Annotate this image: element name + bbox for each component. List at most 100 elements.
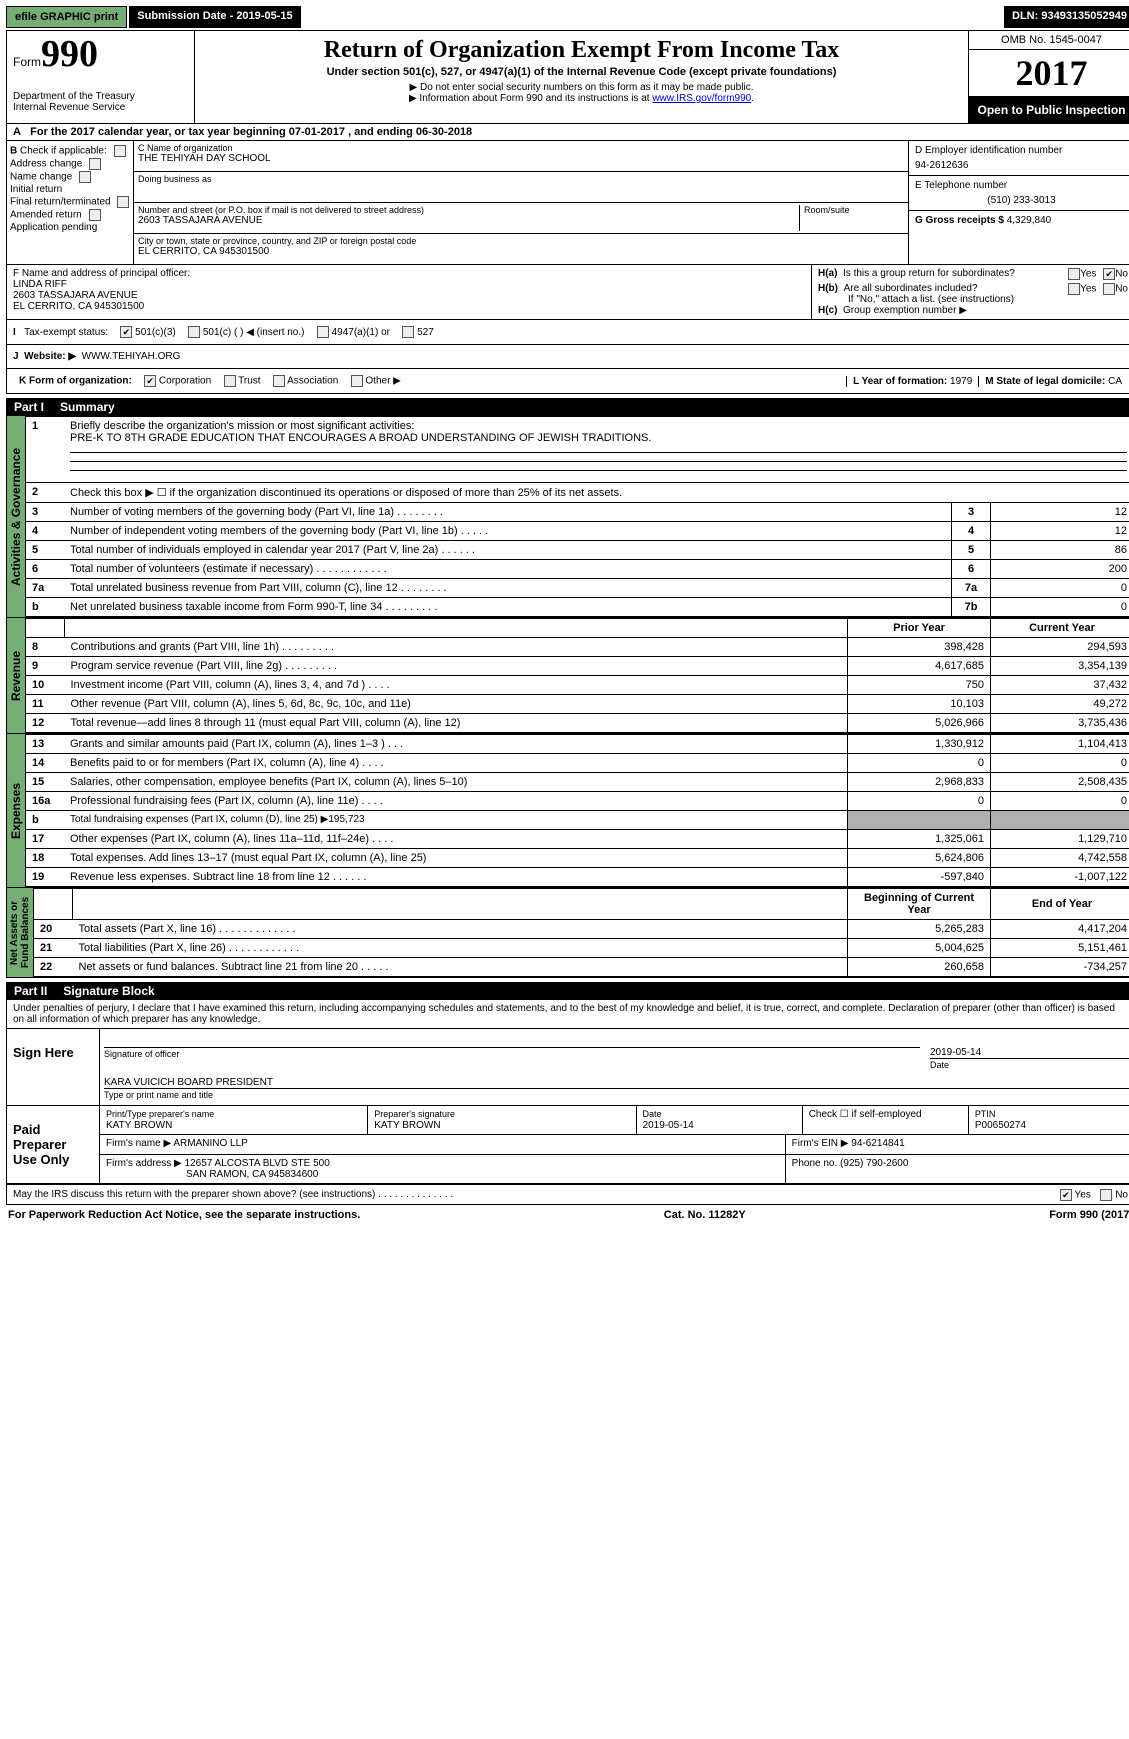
line-3-val: 12 (991, 503, 1129, 522)
line-5-val: 86 (991, 541, 1129, 560)
dba-label: Doing business as (138, 174, 904, 184)
line-1-text: Briefly describe the organization's miss… (70, 420, 414, 432)
line-17-py: 1,325,061 (848, 830, 991, 849)
firm-addr1: 12657 ALCOSTA BLVD STE 500 (185, 1158, 330, 1169)
discuss-no: No (1115, 1190, 1128, 1201)
line-7b-val: 0 (991, 598, 1129, 617)
efile-print-button[interactable]: efile GRAPHIC print (6, 6, 127, 28)
firm-addr2: SAN RAMON, CA 945834600 (186, 1169, 318, 1180)
501c3-checkbox[interactable] (120, 326, 132, 338)
line-20-text: Total assets (Part X, line 16) . . . . .… (73, 920, 848, 939)
officer-row: F Name and address of principal officer:… (6, 265, 1129, 320)
corp-checkbox[interactable] (144, 375, 156, 387)
hb-no-checkbox[interactable] (1103, 283, 1115, 295)
paid-preparer-label: Paid Preparer Use Only (7, 1106, 100, 1183)
line-20-cy: 4,417,204 (991, 920, 1129, 939)
line-21-num: 21 (34, 939, 73, 958)
line-20-py: 5,265,283 (848, 920, 991, 939)
discuss-yes: Yes (1075, 1190, 1091, 1201)
line-7b-box: 7b (952, 598, 991, 617)
form-header: Form990 Department of the Treasury Inter… (6, 30, 1129, 124)
line-16a-py: 0 (848, 792, 991, 811)
trust-checkbox[interactable] (224, 375, 236, 387)
checkbox[interactable] (114, 145, 126, 157)
trust-label: Trust (238, 376, 260, 387)
527-checkbox[interactable] (402, 326, 414, 338)
form-number: 990 (41, 33, 98, 75)
other-checkbox[interactable] (351, 375, 363, 387)
ha-yes-checkbox[interactable] (1068, 268, 1080, 280)
line-18-py: 5,624,806 (848, 849, 991, 868)
prep-name: KATY BROWN (106, 1120, 172, 1131)
l-label: L Year of formation: (853, 376, 950, 387)
form-note-2: ▶ Information about Form 990 and its ins… (203, 93, 960, 104)
tax-exempt-status-row: I Tax-exempt status: 501(c)(3) 501(c) ( … (6, 320, 1129, 345)
line-1-num: 1 (26, 417, 65, 483)
firm-addr-label: Firm's address ▶ (106, 1158, 185, 1169)
corp-label: Corporation (159, 376, 211, 387)
hb-yes-checkbox[interactable] (1068, 283, 1080, 295)
discuss-no-checkbox[interactable] (1100, 1189, 1112, 1201)
line-7a-box: 7a (952, 579, 991, 598)
officer-name: LINDA RIFF (13, 279, 805, 290)
part-1-label: Part I (14, 400, 44, 414)
vtab-net-assets: Net Assets or Fund Balances (7, 888, 33, 977)
line-16b-num: b (26, 811, 65, 830)
irs-link[interactable]: www.IRS.gov/form990 (652, 93, 751, 104)
app-pending-label: Application pending (10, 222, 97, 233)
4947-label: 4947(a)(1) or (332, 327, 390, 338)
line-16b-text: Total fundraising expenses (Part IX, col… (64, 811, 848, 830)
ptin-value: P00650274 (975, 1120, 1026, 1131)
line-10-num: 10 (26, 676, 65, 695)
line-18-text: Total expenses. Add lines 13–17 (must eq… (64, 849, 848, 868)
4947-checkbox[interactable] (317, 326, 329, 338)
check-if-label: Check if applicable: (20, 146, 107, 157)
ha-no-checkbox[interactable] (1103, 268, 1115, 280)
activities-governance: Activities & Governance 1 Briefly descri… (6, 416, 1129, 618)
line-18-num: 18 (26, 849, 65, 868)
open-inspection: Open to Public Inspection (969, 97, 1129, 123)
line-15-num: 15 (26, 773, 65, 792)
i-label: I (13, 327, 16, 338)
final-return-label: Final return/terminated (10, 197, 111, 208)
state-domicile: CA (1108, 376, 1122, 387)
lines-20-22: Beginning of Current YearEnd of Year 20T… (33, 888, 1129, 977)
line-9-text: Program service revenue (Part VIII, line… (65, 657, 848, 676)
h-section: H(a) Is this a group return for subordin… (811, 265, 1129, 319)
501c-label: 501(c) ( ) ◀ (insert no.) (203, 327, 305, 338)
line-22-py: 260,658 (848, 958, 991, 977)
line-16b-cy-grey (991, 811, 1129, 830)
amended-label: Amended return (10, 210, 82, 221)
k-label: K Form of organization: (19, 376, 132, 387)
form-subtitle: Under section 501(c), 527, or 4947(a)(1)… (203, 66, 960, 78)
line-13-py: 1,330,912 (848, 735, 991, 754)
addr-change-label: Address change (10, 159, 82, 170)
line-16a-cy: 0 (991, 792, 1129, 811)
period-begin: 07-01-2017 (289, 126, 345, 138)
assoc-checkbox[interactable] (273, 375, 285, 387)
name-change-checkbox[interactable] (79, 171, 91, 183)
dept-label: Department of the Treasury (13, 91, 188, 102)
line-6-box: 6 (952, 560, 991, 579)
form-org-row: K Form of organization: Corporation Trus… (6, 369, 1129, 394)
col-b-checkboxes: B Check if applicable: Address change Na… (7, 141, 134, 264)
submission-date: Submission Date - 2019-05-15 (129, 6, 300, 28)
m-label: M State of legal domicile: (985, 376, 1108, 387)
501c-checkbox[interactable] (188, 326, 200, 338)
line-15-text: Salaries, other compensation, employee b… (64, 773, 848, 792)
amended-checkbox[interactable] (89, 209, 101, 221)
addr-change-checkbox[interactable] (89, 158, 101, 170)
officer-addr2: EL CERRITO, CA 945301500 (13, 301, 805, 312)
assoc-label: Association (287, 376, 338, 387)
line-11-num: 11 (26, 695, 65, 714)
cat-no: Cat. No. 11282Y (664, 1209, 746, 1221)
line-13-num: 13 (26, 735, 65, 754)
vtab-revenue: Revenue (7, 618, 25, 733)
period-mid: , and ending (345, 126, 416, 138)
discuss-yes-checkbox[interactable] (1060, 1189, 1072, 1201)
line-19-text: Revenue less expenses. Subtract line 18 … (64, 868, 848, 887)
final-checkbox[interactable] (117, 196, 129, 208)
line-10-text: Investment income (Part VIII, column (A)… (65, 676, 848, 695)
line-14-num: 14 (26, 754, 65, 773)
line-16a-text: Professional fundraising fees (Part IX, … (64, 792, 848, 811)
